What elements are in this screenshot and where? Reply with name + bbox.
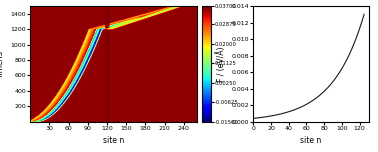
Y-axis label: Time/fs: Time/fs <box>0 50 5 78</box>
X-axis label: site n: site n <box>300 136 322 145</box>
X-axis label: site n: site n <box>103 136 124 145</box>
Y-axis label: F / (eV/Å): F / (eV/Å) <box>216 46 226 82</box>
